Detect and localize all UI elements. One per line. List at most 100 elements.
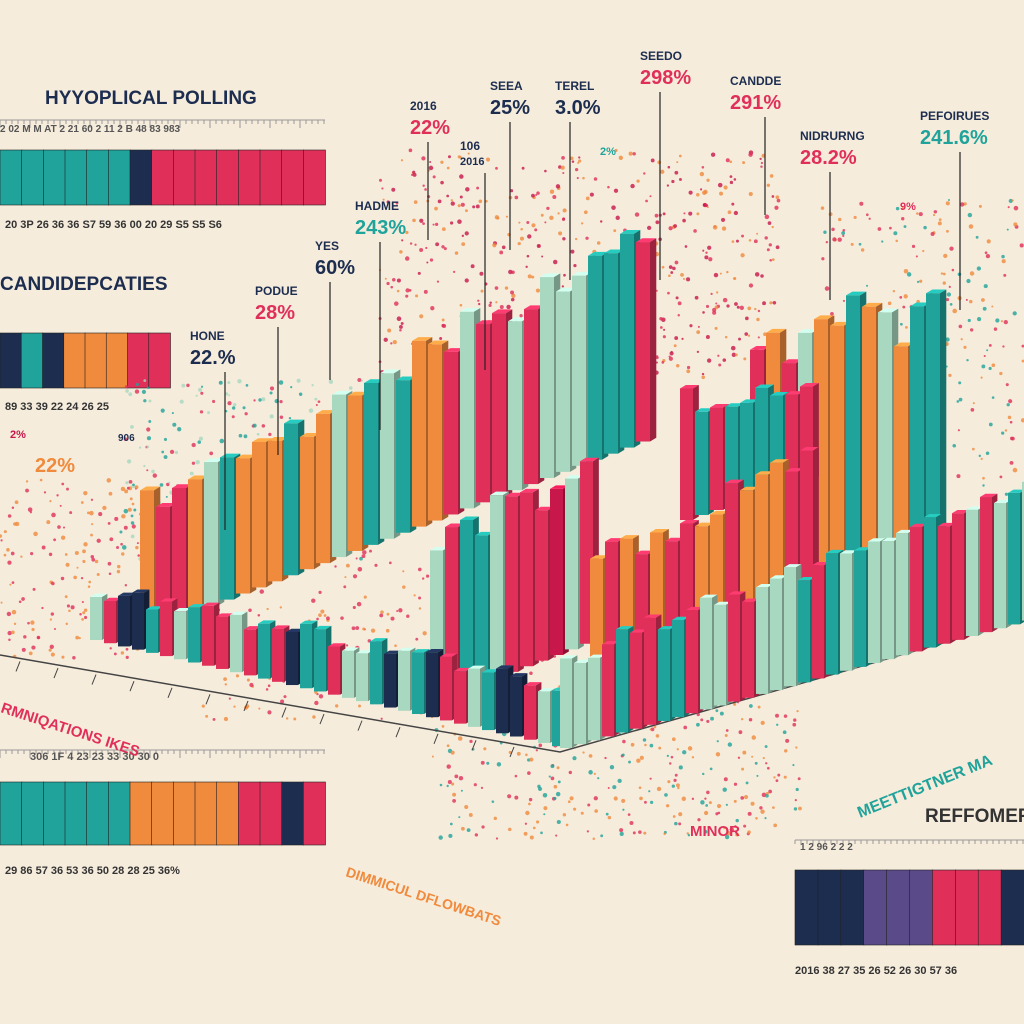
dot [619,831,624,837]
dot [340,616,344,620]
strip-cell [817,869,842,946]
dot [429,160,432,164]
dot [369,549,372,553]
dot [120,651,125,655]
dot [148,420,152,423]
dot [949,303,953,306]
dot [161,450,165,454]
bar-face [686,610,698,714]
dot [737,756,741,759]
dot [60,576,65,581]
dot [113,652,117,656]
strip-cell [216,149,240,206]
bar-face [924,517,936,648]
bar-top [348,391,369,396]
bar-top [454,667,472,672]
dot [980,376,983,379]
dot [991,363,996,368]
dot [722,787,727,792]
bar-face [482,672,494,731]
bar-top [580,457,599,462]
dot [705,335,710,340]
dot [384,277,387,280]
dot [691,797,695,801]
bar-top [460,308,481,312]
dot [952,443,957,448]
strip-cell [21,149,45,206]
bar-top [460,516,479,520]
dot [422,631,427,636]
dot [124,489,129,494]
dot [495,837,499,840]
bar-top [244,626,262,630]
dot [395,202,399,205]
bar-face [492,313,506,497]
dot [451,782,455,786]
dot [899,322,903,326]
dot [705,804,709,807]
dot [48,552,53,557]
dot [479,271,484,276]
dot [708,257,713,262]
dot [207,411,211,415]
dot [461,234,465,238]
bar-face [798,580,810,683]
strip-cell [303,781,326,846]
dot [742,750,747,755]
bar-top [204,458,225,463]
dot [783,775,787,779]
dot [197,440,202,444]
dot [73,575,77,580]
dot [614,148,618,152]
bar-top [342,647,360,651]
scale-text: 1 2 96 2 2 2 [800,842,853,853]
dot [195,394,198,397]
dot [757,309,761,313]
dot [726,270,729,274]
dot [764,236,768,240]
dot [565,823,569,827]
bar-top [535,506,554,511]
dot [31,627,35,632]
bar-top [630,629,648,633]
dot [661,265,665,269]
dot [721,226,727,231]
dot [457,204,461,208]
dot [465,209,468,213]
dot [267,684,271,688]
floor-tick [395,727,401,738]
dot [441,318,445,322]
bar-top [90,593,108,597]
strip-cell [21,781,45,846]
dot [993,327,998,331]
dot [23,635,27,639]
bar-top [475,531,494,536]
dot [521,166,525,170]
scale-text: 89 33 39 22 24 26 25 [5,401,109,413]
dot [290,386,293,389]
dot [600,834,604,838]
dot [446,194,450,198]
floor-tick [53,667,59,679]
dot [1003,320,1008,325]
dot [747,830,751,834]
dot [120,542,123,546]
dot [596,241,601,245]
bar-top [118,592,136,596]
bar-face [894,346,908,570]
dot [343,585,347,589]
dot [775,779,779,783]
bar-top [380,369,401,374]
dot [21,647,26,652]
dot [578,159,582,163]
bar-face [328,646,340,695]
dot [552,194,557,199]
dot [425,246,428,250]
dot [655,356,659,360]
bar-top [236,454,257,459]
dot [363,595,367,599]
dot [619,828,624,833]
dot [469,739,473,744]
dot [68,609,71,612]
dot [466,828,471,833]
